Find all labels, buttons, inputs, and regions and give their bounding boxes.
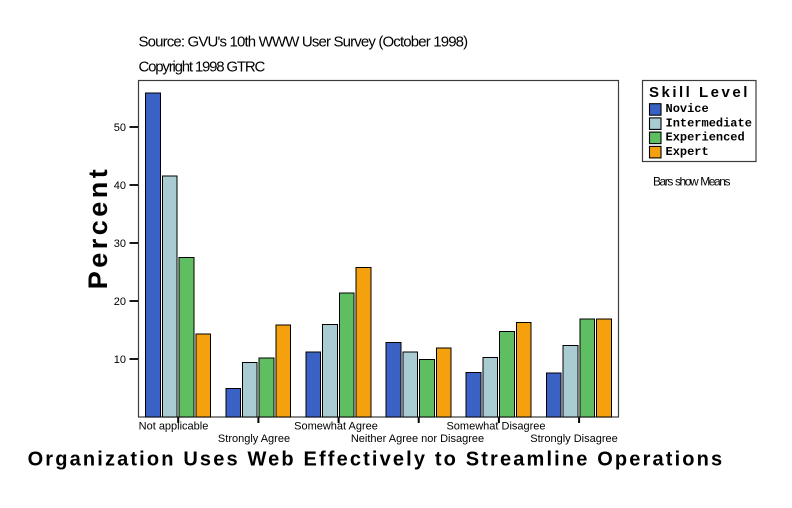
svg-text:Percent: Percent (83, 166, 113, 290)
svg-text:10: 10 (114, 354, 126, 366)
svg-text:Bars show Means: Bars show Means (653, 174, 730, 188)
svg-text:Experienced: Experienced (666, 131, 745, 145)
svg-text:Intermediate: Intermediate (666, 116, 752, 130)
svg-text:Expert: Expert (666, 145, 709, 159)
svg-text:50: 50 (114, 122, 126, 134)
svg-text:40: 40 (114, 180, 126, 192)
svg-text:30: 30 (114, 238, 126, 250)
svg-text:Organization Uses Web Effectiv: Organization Uses Web Effectively to Str… (28, 449, 725, 471)
svg-text:Strongly Disagree: Strongly Disagree (530, 433, 617, 445)
svg-text:Not applicable: Not applicable (139, 421, 209, 433)
svg-text:Novice: Novice (666, 102, 709, 116)
svg-text:Skill Level: Skill Level (649, 84, 750, 101)
svg-text:Neither Agree nor Disagree: Neither Agree nor Disagree (351, 433, 484, 445)
svg-text:Somewhat Agree: Somewhat Agree (294, 421, 378, 433)
svg-text:Somewhat Disagree: Somewhat Disagree (446, 421, 545, 433)
svg-text:Source: GVU's 10th WWW User Su: Source: GVU's 10th WWW User Survey (Octo… (139, 34, 469, 51)
svg-text:Copyright 1998 GTRC: Copyright 1998 GTRC (139, 59, 266, 76)
svg-text:20: 20 (114, 296, 126, 308)
svg-text:Strongly Agree: Strongly Agree (218, 433, 290, 445)
